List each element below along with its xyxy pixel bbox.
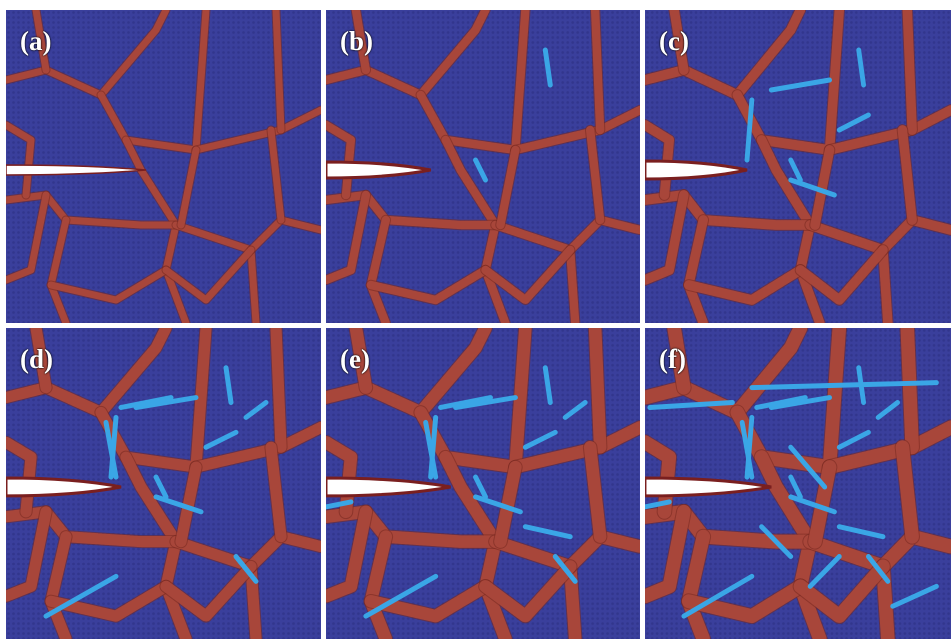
panel-label-d: (d) — [20, 344, 53, 374]
panel-label-b: (b) — [340, 26, 373, 56]
panel-a: (a) — [6, 10, 321, 323]
panel-e: (e) — [326, 328, 640, 639]
panel-d-simulation — [6, 328, 321, 639]
panel-f: (f) — [645, 328, 951, 639]
panel-d: (d) — [6, 328, 321, 639]
panel-e-simulation — [326, 328, 640, 639]
panel-b: (b) — [326, 10, 640, 323]
panel-c-simulation — [645, 10, 951, 323]
panel-a-simulation — [6, 10, 321, 323]
panel-label-a: (a) — [20, 26, 52, 56]
panel-f-simulation — [645, 328, 951, 639]
panel-label-f: (f) — [659, 344, 686, 374]
panel-label-c: (c) — [659, 26, 689, 56]
panel-b-simulation — [326, 10, 640, 323]
panel-label-e: (e) — [340, 344, 370, 374]
panel-c: (c) — [645, 10, 951, 323]
